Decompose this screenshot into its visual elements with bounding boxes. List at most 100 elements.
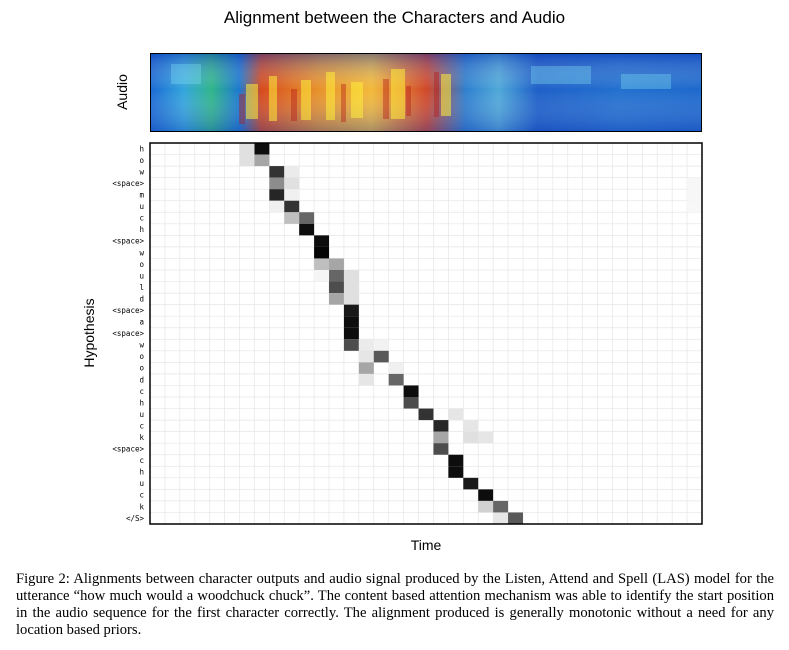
y-tick-label: u: [139, 271, 144, 280]
heatmap-cell: [329, 270, 344, 282]
y-tick-label: o: [139, 364, 144, 373]
y-tick-label: u: [139, 479, 144, 488]
heatmap-cell: [343, 304, 359, 317]
heatmap-cell: [493, 512, 509, 524]
y-tick-label: d: [139, 375, 144, 384]
heatmap-cell: [269, 189, 285, 201]
heatmap-cell: [433, 431, 449, 444]
heatmap-cell: [254, 143, 270, 155]
heatmap-cell: [284, 177, 300, 190]
heatmap-cell: [343, 316, 359, 328]
heatmap-cell: [433, 420, 449, 432]
heatmap-cell: [403, 397, 419, 409]
y-tick-labels: how<space>much<space>would<space>a<space…: [112, 144, 144, 522]
heatmap-cell: [254, 154, 270, 167]
heatmap-cells: [239, 143, 702, 524]
heatmap-grid: [150, 143, 702, 524]
heatmap-cell: [284, 166, 300, 178]
heatmap-cell: [478, 500, 494, 513]
heatmap-cell: [687, 200, 702, 213]
y-tick-label: <space>: [112, 329, 144, 338]
heatmap-cell: [388, 373, 404, 386]
heatmap-cell: [687, 189, 702, 201]
y-tick-label: w: [139, 341, 144, 350]
y-tick-label: c: [139, 456, 144, 465]
heatmap-cell: [358, 339, 374, 351]
heatmap-cell: [284, 212, 300, 224]
heatmap-cell: [463, 431, 479, 444]
y-tick-label: <space>: [112, 179, 144, 188]
heatmap-cell: [448, 454, 464, 467]
heatmap-cell: [493, 500, 509, 513]
y-tick-label: d: [139, 294, 144, 303]
heatmap-cell: [343, 293, 359, 305]
heatmap-cell: [373, 339, 389, 351]
y-tick-label: <space>: [112, 237, 144, 246]
heatmap-cell: [343, 327, 359, 340]
y-tick-label: k: [139, 433, 144, 442]
y-tick-label: h: [139, 225, 144, 234]
heatmap-cell: [284, 200, 300, 213]
y-tick-label: o: [139, 260, 144, 269]
y-tick-label: u: [139, 202, 144, 211]
y-tick-label: m: [139, 191, 144, 200]
heatmap-cell: [418, 408, 434, 421]
y-tick-label: c: [139, 421, 144, 430]
heatmap-cell: [448, 466, 464, 478]
heatmap-cell: [343, 281, 359, 294]
heatmap-cell: [314, 235, 330, 247]
y-tick-label: h: [139, 398, 144, 407]
y-tick-label: o: [139, 156, 144, 165]
heatmap-cell: [299, 212, 315, 224]
heatmap-cell: [329, 293, 344, 305]
y-tick-label: c: [139, 491, 144, 500]
heatmap-cell: [463, 420, 479, 432]
y-tick-label: c: [139, 214, 144, 223]
heatmap-cell: [239, 143, 255, 155]
y-tick-label: <space>: [112, 306, 144, 315]
spectrogram-graphic: [151, 54, 701, 131]
y-tick-label: o: [139, 352, 144, 361]
heatmap-cell: [329, 258, 344, 270]
y-tick-label: k: [139, 502, 144, 511]
heatmap-cell: [269, 200, 285, 213]
heatmap-frame: [149, 142, 703, 525]
heatmap-cell: [314, 270, 330, 282]
heatmap-cell: [314, 246, 330, 259]
heatmap-cell: [299, 223, 315, 236]
heatmap-cell: [508, 512, 523, 524]
heatmap-cell: [269, 166, 285, 178]
heatmap-cell: [343, 270, 359, 282]
y-tick-label: <space>: [112, 445, 144, 454]
y-tick-label: </S>: [126, 514, 145, 523]
heatmap-cell: [433, 443, 449, 455]
chart-title: Alignment between the Characters and Aud…: [223, 8, 566, 27]
heatmap-cell: [358, 362, 374, 374]
heatmap-cell: [343, 339, 359, 351]
heatmap-cell: [284, 189, 300, 201]
y-tick-label: a: [139, 318, 144, 327]
audio-spectrogram: [150, 53, 702, 132]
heatmap-cell: [463, 477, 479, 490]
heatmap-cell: [388, 362, 404, 374]
y-tick-label: u: [139, 410, 144, 419]
heatmap-cell: [373, 350, 389, 363]
heatmap-cell: [239, 154, 255, 167]
y-tick-label: l: [139, 283, 144, 292]
alignment-heatmap: how<space>much<space>would<space>a<space…: [112, 142, 703, 525]
y-tick-label: w: [139, 167, 144, 176]
heatmap-cell: [687, 177, 702, 190]
figure-caption: Figure 2: Alignments between character o…: [16, 571, 774, 638]
y-tick-label: h: [139, 468, 144, 477]
x-axis-label: Time: [410, 537, 442, 553]
y-tick-label: h: [139, 144, 144, 153]
y-tick-label: c: [139, 387, 144, 396]
heatmap-cell: [448, 408, 464, 421]
heatmap-cell: [478, 489, 494, 501]
heatmap-cell: [329, 281, 344, 294]
y-tick-label: w: [139, 248, 144, 257]
heatmap-cell: [403, 385, 419, 397]
heatmap-cell: [358, 350, 374, 363]
heatmap-cell: [269, 177, 285, 190]
heatmap-cell: [314, 258, 330, 270]
